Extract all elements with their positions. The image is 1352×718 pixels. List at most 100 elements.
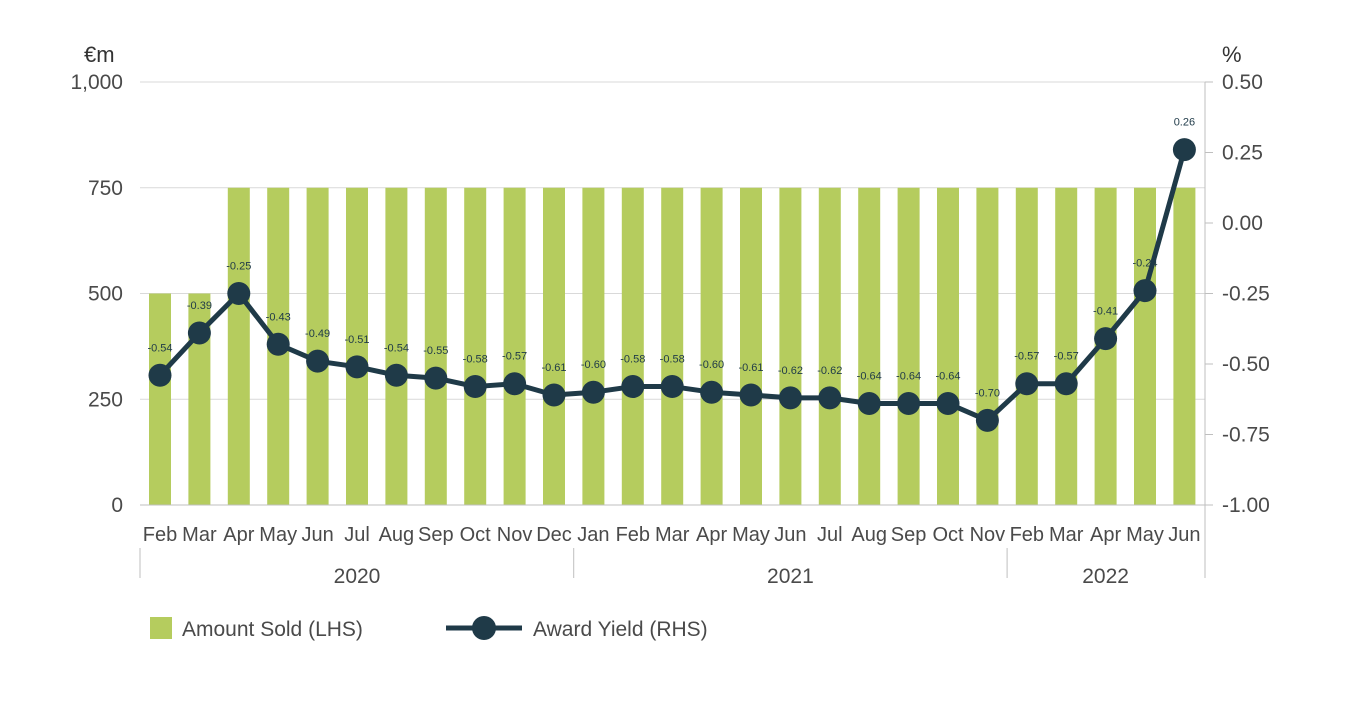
legend-swatch-marker [472,616,496,640]
right-tick-label: -0.50 [1222,353,1270,376]
legend-swatch-bar [150,617,172,639]
bar [976,187,999,505]
yield-point [542,383,566,407]
legend-label-award-yield: Award Yield (RHS) [533,618,708,641]
bar [424,187,447,505]
x-tick-label: Oct [460,524,492,546]
yield-data-label: -0.51 [344,334,369,346]
yield-point [227,282,251,305]
bar [385,187,408,505]
yield-point [463,375,487,399]
bar [1015,187,1038,505]
x-tick-label: Mar [1049,524,1084,546]
yield-data-label: -0.57 [1014,351,1039,363]
yield-point [975,408,999,432]
yield-data-label: -0.54 [147,342,172,354]
x-tick-label: May [732,524,770,546]
yield-data-label: -0.60 [581,359,606,371]
yield-point [1015,372,1039,396]
bar [1173,187,1196,505]
yield-data-label: -0.64 [857,370,882,382]
bar [897,187,920,505]
yield-data-label: -0.64 [935,370,960,382]
right-tick-label: -0.75 [1222,424,1270,447]
bar [661,187,684,505]
bar [306,187,329,505]
yield-point [424,366,448,390]
legend-label-amount-sold: Amount Sold (LHS) [182,618,363,641]
bar [700,187,723,505]
yield-point [778,386,802,410]
yield-point [621,375,645,399]
x-tick-label: May [1126,524,1164,546]
left-axis-unit: €m [84,42,115,67]
x-tick-label: Jun [301,524,333,546]
x-tick-label: Jul [344,524,370,546]
x-tick-label: Feb [143,524,177,546]
x-tick-label: Sep [891,524,927,546]
bar [740,187,762,505]
yield-point [1054,372,1078,396]
bar [582,187,605,505]
bar [818,187,841,505]
yield-data-label: -0.62 [817,365,842,377]
yield-point [739,383,763,407]
yield-point [148,363,172,387]
legend: Amount Sold (LHS) Award Yield (RHS) [150,616,708,641]
bar [1134,187,1156,505]
yield-point [857,391,881,415]
bar [1055,187,1078,505]
bar [464,187,487,505]
bar [858,187,881,505]
yield-data-label: -0.70 [975,387,1000,399]
yield-point [936,391,960,415]
yield-point [1094,327,1118,351]
x-tick-label: Apr [223,524,254,546]
axes: 1,000 750 500 250 0 0.50 0.25 0.00 -0.25 -0.50 -0.… [70,42,1269,588]
yield-point [1172,138,1196,162]
x-tick-label: Nov [497,524,533,546]
yield-point [187,321,211,345]
bar [188,293,211,505]
yield-data-label: -0.58 [620,354,645,366]
yield-data-label: -0.64 [896,370,921,382]
right-tick-label: -0.25 [1222,283,1270,306]
year-label: 2020 [334,565,381,588]
yield-point [581,380,605,404]
right-tick-label: 0.25 [1222,142,1263,165]
yield-data-label: -0.58 [463,354,488,366]
bar [543,187,565,505]
x-tick-label: Jan [577,524,609,546]
year-label: 2022 [1082,565,1129,588]
x-tick-label: Mar [182,524,217,546]
x-tick-label: Sep [418,524,454,546]
yield-data-label: -0.57 [1054,351,1079,363]
x-tick-label: Jun [1168,524,1200,546]
yield-data-label: -0.39 [187,300,212,312]
yield-data-label: -0.49 [305,328,330,340]
yield-data-label: -0.43 [266,311,291,323]
left-tick-label: 500 [88,283,123,306]
bar [779,187,802,505]
yield-point [818,386,842,410]
yield-point [660,375,684,399]
yield-data-label: -0.60 [699,359,724,371]
bar [503,187,526,505]
yield-data-label: -0.62 [778,365,803,377]
x-tick-label: Aug [379,524,415,546]
bar [937,187,959,505]
yield-point [266,332,290,356]
bar [227,187,250,505]
x-tick-label: Apr [1090,524,1121,546]
yield-data-label: -0.41 [1093,306,1118,318]
yield-data-label: -0.61 [541,362,566,374]
yield-point [345,355,369,379]
right-tick-label: -1.00 [1222,494,1270,517]
data-labels: -0.54 -0.39 -0.25 -0.43 -0.49 -0.51 -0.54 -0.55… [147,117,1195,400]
yield-data-label: -0.61 [738,362,763,374]
left-tick-label: 0 [111,494,123,517]
x-tick-label: Dec [536,524,572,546]
x-tick-label: Nov [970,524,1006,546]
x-tick-label: May [259,524,297,546]
